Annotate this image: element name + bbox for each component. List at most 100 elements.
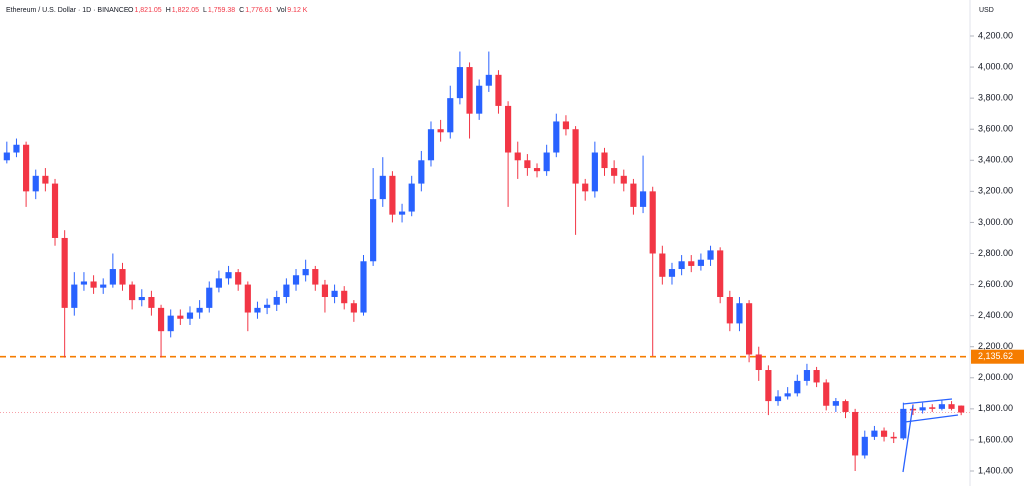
y-tick-label: 3,200.00 [978,186,1013,196]
candle-body [746,303,753,355]
channel-top [902,398,953,405]
candle-body [119,269,126,285]
candle-body [948,404,955,409]
candle-body [167,315,174,332]
candle-body [726,297,733,324]
y-tick-label: 2,800.00 [978,248,1013,258]
candle-body [832,401,839,406]
candle-body [389,175,396,215]
candle-body [398,211,406,215]
candle-body [765,370,772,402]
candle-body [524,160,531,169]
candle-body [186,312,194,319]
candle-body [582,183,589,192]
candle-body [784,393,791,397]
y-tick-label: 4,200.00 [978,30,1013,40]
candle-body [668,269,676,277]
candle-body [283,284,290,297]
candle-body [129,284,136,301]
candle-body [456,67,463,99]
legend-key: O [128,7,134,14]
y-tick-label: 1,400.00 [978,465,1013,475]
candle-body [51,183,59,238]
y-tick-label: 1,600.00 [978,434,1013,444]
candle-body [678,261,685,270]
candle-body [717,250,724,297]
candle-body [23,144,30,192]
candle-body [958,405,965,413]
candle-body [312,269,319,285]
legend-key: L [203,7,207,14]
hline-badge [971,349,1024,364]
candle-body [890,436,897,439]
candle-body [427,129,435,161]
candle-body [196,307,203,313]
candle-body [813,370,820,383]
legend-key: Vol [276,7,286,14]
y-tick-label: 1,800.00 [978,403,1013,413]
legend-value: 1,759.38 [208,7,235,14]
y-tick-label: 2,200.00 [978,341,1013,351]
candle-body [823,382,830,406]
candle-body [919,407,926,411]
legend-value: 1,822.05 [172,7,199,14]
candle-body [543,152,550,172]
candle-body [148,297,155,308]
candle-body [514,152,521,161]
candle-body [71,284,78,308]
candle-body [794,380,801,394]
candle-body [466,67,473,114]
candle-body [244,284,251,313]
candle-body [177,315,184,319]
candle-body [61,237,68,308]
candle-body [639,191,647,207]
candle-body [476,85,483,114]
y-tick-label: 2,600.00 [978,279,1013,289]
candle-body [273,297,280,305]
legend-key: H [166,7,171,14]
candle-body [562,121,570,130]
candle-body [591,152,598,192]
candle-body [842,401,849,412]
candle-body [803,370,811,381]
candle-body [437,129,444,133]
candle-body [350,303,357,313]
channel-bottom [904,414,959,423]
candle-body [225,272,232,279]
candle-body [292,275,300,285]
legend-value: 9.12 K [287,7,308,14]
candle-body [370,199,377,262]
candle-body [42,175,49,184]
candle-body [938,404,945,409]
y-tick-label: 2,400.00 [978,310,1013,320]
candle-body [13,144,20,153]
candle-body [379,175,386,200]
candle-body [32,175,39,192]
candle-body [418,160,425,184]
candle-body [659,253,666,277]
candle-body [880,430,888,437]
candle-body [321,284,329,297]
candle-body [649,191,656,254]
candle-body [3,152,10,161]
candle-body [505,105,512,153]
candle-body [109,269,116,285]
candle-body [909,408,917,411]
candle-body [235,272,242,285]
channel-pole [902,404,914,473]
candle-body [331,290,338,297]
y-tick-label: 2,000.00 [978,372,1013,382]
candle-body [553,121,560,153]
candle-body [157,307,165,332]
candle-body [707,250,714,260]
candle-body [688,261,695,266]
candle-body [900,408,907,439]
candle-body [620,175,627,184]
candle-body [533,168,541,172]
y-tick-label: 3,400.00 [978,155,1013,165]
y-tick-label: 3,000.00 [978,217,1013,227]
chart-title: Ethereum / U.S. Dollar · 1D · BINANCE [6,7,129,14]
candle-body [90,281,97,288]
legend-value: 1,776.61 [245,7,272,14]
